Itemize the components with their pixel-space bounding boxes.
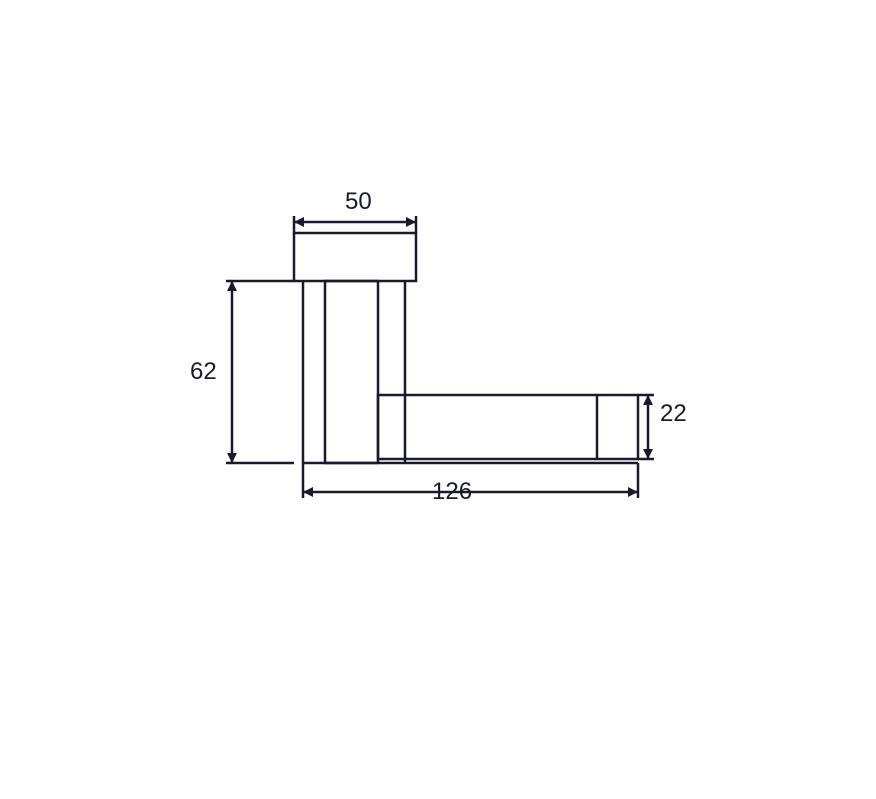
dim-label-left-height: 62 xyxy=(190,358,217,386)
dim-label-right-height: 22 xyxy=(660,400,687,428)
dim-label-top-width: 50 xyxy=(345,188,372,216)
dim-label-bottom-width: 126 xyxy=(432,478,472,506)
technical-drawing xyxy=(0,0,876,799)
